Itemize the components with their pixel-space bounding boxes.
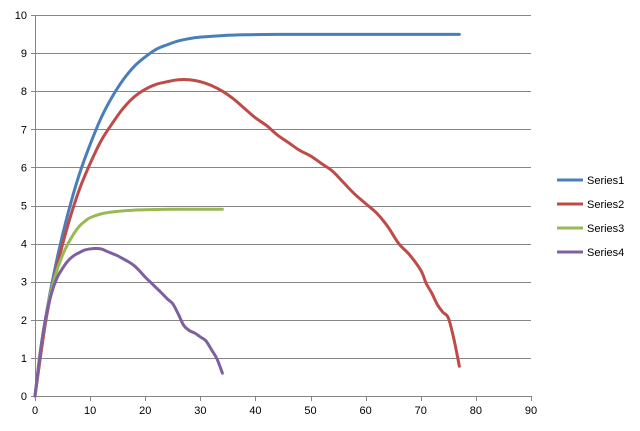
y-tick-label: 3 <box>21 277 27 289</box>
series-line-series1 <box>33 32 461 398</box>
y-tick-label: 4 <box>21 239 27 251</box>
y-tick-label: 6 <box>21 162 27 174</box>
axes: 0 1 2 3 4 5 6 7 8 9 10 0 10 20 30 40 50 60 70 80 90 <box>15 10 537 417</box>
x-tick-label: 60 <box>360 405 372 417</box>
legend: Series1 Series2 Series3 Series4 <box>557 175 624 259</box>
y-tick-label: 8 <box>21 86 27 98</box>
x-tick-label: 50 <box>304 405 316 417</box>
y-tick-label: 9 <box>21 48 27 60</box>
legend-label: Series4 <box>587 247 624 259</box>
x-tick-label: 80 <box>470 405 482 417</box>
x-tick-label: 0 <box>32 405 38 417</box>
x-tick-label: 70 <box>415 405 427 417</box>
grid-lines <box>35 15 531 359</box>
series-lines <box>33 32 461 398</box>
series-line-series4 <box>33 247 224 398</box>
y-tick-label: 1 <box>21 353 27 365</box>
x-tick-label: 30 <box>194 405 206 417</box>
x-tick-label: 90 <box>525 405 537 417</box>
legend-label: Series2 <box>587 199 624 211</box>
legend-label: Series3 <box>587 223 624 235</box>
legend-label: Series1 <box>587 175 624 187</box>
y-tick-label: 5 <box>21 201 27 213</box>
x-tick-label: 40 <box>249 405 261 417</box>
y-tick-label: 10 <box>15 10 27 22</box>
series-line-series2 <box>33 78 461 398</box>
x-tick-label: 20 <box>139 405 151 417</box>
x-tick-label: 10 <box>84 405 96 417</box>
y-tick-label: 7 <box>21 124 27 136</box>
y-tick-label: 2 <box>21 315 27 327</box>
y-tick-label: 0 <box>21 391 27 403</box>
